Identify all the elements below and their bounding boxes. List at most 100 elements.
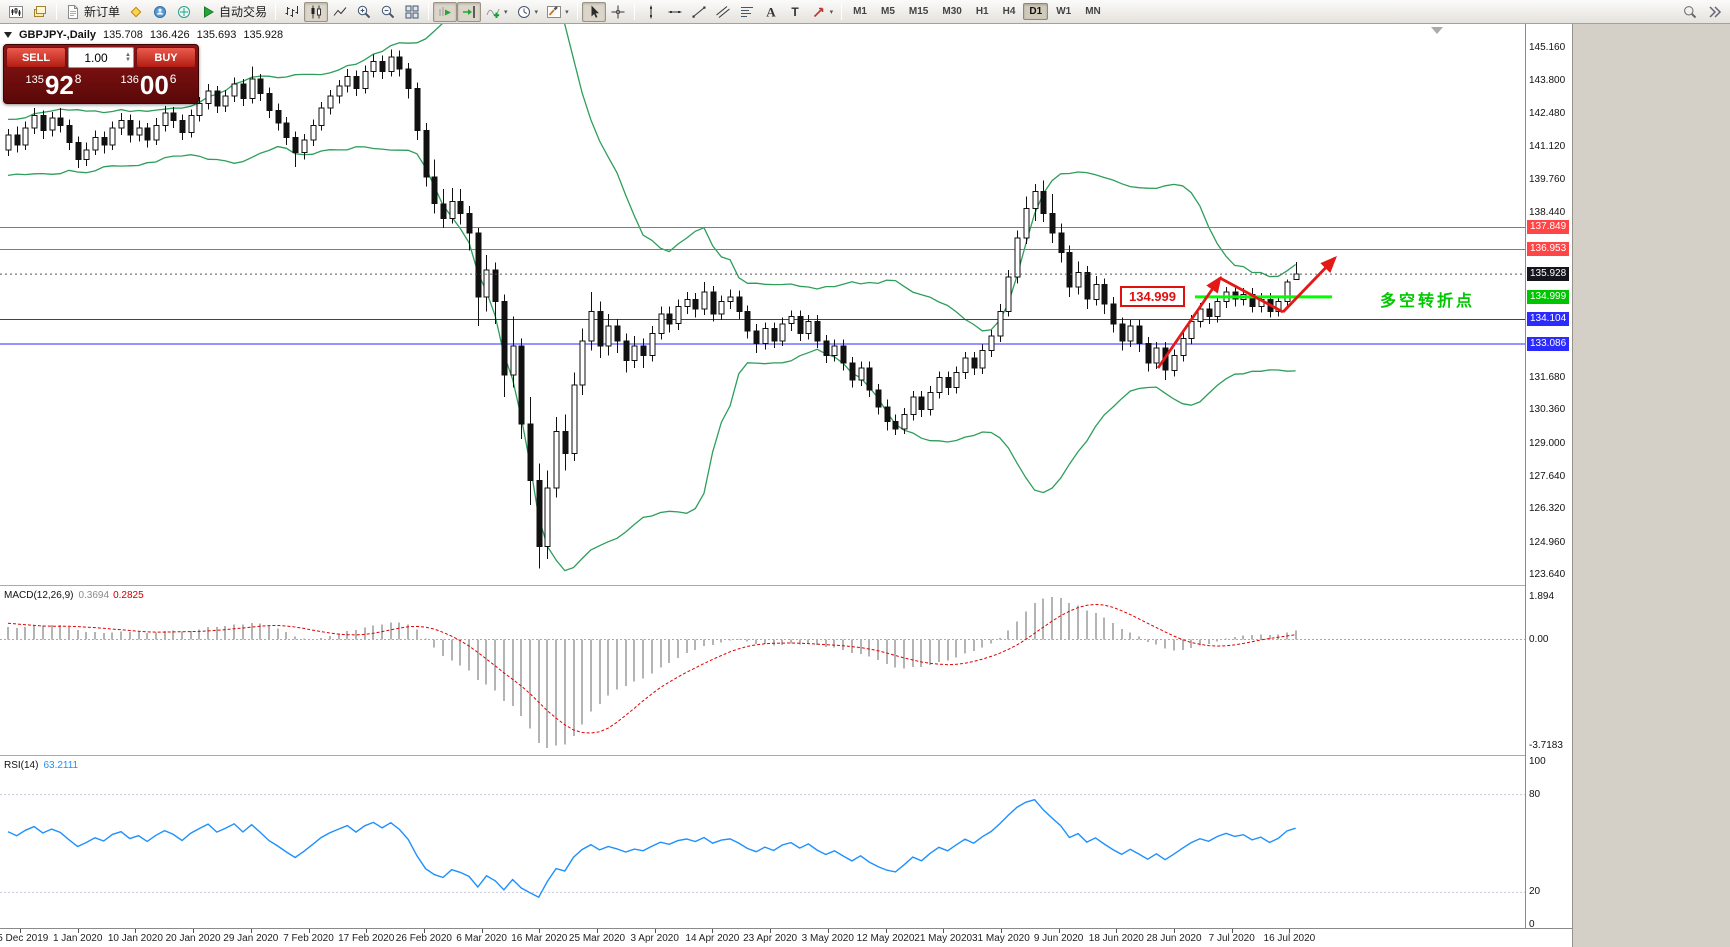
- text-label-icon[interactable]: T: [783, 2, 807, 22]
- trend-line-icon[interactable]: [687, 2, 711, 22]
- templates-icon[interactable]: ▾: [542, 2, 573, 22]
- timeframe-m30[interactable]: M30: [942, 6, 962, 17]
- date-label: 23 Apr 2020: [743, 933, 798, 944]
- date-tick: [1000, 929, 1002, 933]
- search-icon[interactable]: [1678, 2, 1702, 22]
- terminal-icon: [154, 5, 167, 18]
- arrow-tools-icon: [813, 7, 823, 17]
- buy-button[interactable]: BUY: [136, 47, 196, 68]
- zoom-in-icon[interactable]: [352, 2, 376, 22]
- text-icon[interactable]: A: [759, 2, 783, 22]
- date-label: 28 Jun 2020: [1146, 933, 1202, 944]
- line-chart-icon[interactable]: [328, 2, 352, 22]
- timeframe-h4[interactable]: H4: [1002, 6, 1016, 17]
- profiles-icon[interactable]: [28, 2, 52, 22]
- price-tick: 138.440: [1529, 206, 1566, 218]
- timeframe-m1[interactable]: M1: [853, 6, 867, 17]
- tile-windows-icon[interactable]: [400, 2, 424, 22]
- ohlc-open: 135.708: [103, 29, 143, 41]
- price-tick: 20: [1529, 886, 1541, 898]
- date-tick: [1231, 929, 1233, 933]
- arrow-tools-icon[interactable]: ▾: [807, 2, 838, 22]
- periods-icon[interactable]: ▾: [512, 2, 543, 22]
- rsi-line: [7, 798, 1296, 899]
- price-tick: 1.894: [1529, 591, 1555, 602]
- date-tick: [943, 929, 945, 933]
- price-tick: 0.00: [1529, 633, 1549, 645]
- vertical-line-icon: [649, 5, 652, 18]
- price-tag: 136.953: [1527, 241, 1570, 256]
- timeframe-mn[interactable]: MN: [1085, 6, 1101, 17]
- new-order-button[interactable]: 新订单: [61, 2, 124, 22]
- metaeditor-icon[interactable]: [124, 2, 148, 22]
- line-chart-icon: [333, 6, 347, 16]
- date-tick: [885, 929, 887, 933]
- lot-spinner[interactable]: ▲ ▼: [125, 51, 131, 63]
- date-tick: [539, 929, 541, 933]
- date-label: 18 Jun 2020: [1088, 933, 1144, 944]
- macd-label: MACD(12,26,9) 0.3694 0.2825: [4, 590, 144, 601]
- tile-windows-icon: [405, 5, 419, 18]
- terminal-icon[interactable]: [148, 2, 172, 22]
- date-tick: [250, 929, 252, 933]
- horizontal-line-icon[interactable]: [663, 2, 687, 22]
- periods-icon: [517, 5, 530, 18]
- zoom-out-icon[interactable]: [376, 2, 400, 22]
- buy-price[interactable]: 136 00 6: [120, 69, 177, 100]
- date-tick: [1116, 929, 1118, 933]
- auto-trading-button[interactable]: 自动交易: [196, 2, 271, 22]
- data-window-icon[interactable]: [172, 2, 196, 22]
- crosshair-icon[interactable]: [606, 2, 630, 22]
- symbol-period-label: GBPJPY-,Daily: [19, 29, 97, 41]
- text-label-icon: T: [791, 5, 799, 19]
- new-chart-icon[interactable]: [4, 2, 28, 22]
- timeframe-h1[interactable]: H1: [975, 6, 989, 17]
- chart-shift-icon[interactable]: [457, 1, 482, 22]
- panel-separator[interactable]: [0, 585, 1572, 587]
- date-label: 17 Feb 2020: [338, 933, 395, 944]
- fibonacci-icon[interactable]: [735, 2, 759, 22]
- price-tick: 124.960: [1529, 536, 1566, 548]
- zoom-out-icon: [381, 5, 395, 18]
- equidistant-channel-icon[interactable]: [711, 2, 735, 22]
- main-toolbar: 新订单 自动交易 ▾ ▾ ▾ A T ▾ M1 M5 M15 M30 H1 H4 D1 W1 MN: [0, 0, 1730, 24]
- price-tick: 145.160: [1529, 42, 1566, 53]
- new-chart-icon: [9, 5, 23, 18]
- auto-scroll-icon[interactable]: [433, 1, 458, 22]
- rsi-panel: [0, 794, 1525, 899]
- overflow-icon[interactable]: [1702, 2, 1726, 22]
- candle-chart-icon[interactable]: [304, 1, 329, 22]
- date-label: 25 Dec 2019: [0, 933, 49, 944]
- price-tag: 137.849: [1527, 220, 1570, 235]
- timeframe-m5[interactable]: M5: [881, 6, 895, 17]
- pivot-price-callout: 134.999: [1120, 286, 1185, 307]
- date-label: 12 May 2020: [856, 933, 915, 944]
- trend-arrow: [1281, 255, 1337, 313]
- date-label: 29 Jan 2020: [223, 933, 279, 944]
- price-tag: 133.086: [1527, 336, 1570, 351]
- toolbar-separator: [56, 3, 57, 20]
- toolbar-separator: [275, 3, 277, 20]
- timeframe-w1[interactable]: W1: [1056, 6, 1072, 17]
- timeframe-m15[interactable]: M15: [908, 6, 929, 17]
- horizontal-line-icon: [668, 10, 682, 13]
- price-tick: 80: [1529, 788, 1541, 800]
- cursor-icon[interactable]: [581, 1, 606, 22]
- date-tick: [597, 929, 598, 933]
- sell-price[interactable]: 135 92 8: [25, 69, 82, 100]
- lot-size-input[interactable]: [69, 49, 124, 66]
- date-label: 20 Jan 2020: [165, 933, 221, 944]
- vertical-line-icon[interactable]: [639, 2, 663, 22]
- price-tick: 141.120: [1529, 140, 1566, 152]
- panel-separator[interactable]: [0, 755, 1572, 757]
- timeframe-d1[interactable]: D1: [1023, 3, 1049, 20]
- price-axis: 145.160 143.800 142.480 141.120 139.760 138.4…: [1525, 24, 1572, 930]
- price-tick: 131.680: [1529, 372, 1566, 384]
- sell-button[interactable]: SELL: [6, 47, 66, 68]
- date-label: 9 Jun 2020: [1033, 933, 1084, 944]
- zoom-in-icon: [357, 5, 371, 18]
- indicators-icon[interactable]: ▾: [481, 2, 512, 22]
- one-click-collapse-icon[interactable]: [4, 32, 12, 38]
- bar-chart-icon[interactable]: [280, 2, 304, 22]
- date-label: 7 Jul 2020: [1208, 933, 1255, 944]
